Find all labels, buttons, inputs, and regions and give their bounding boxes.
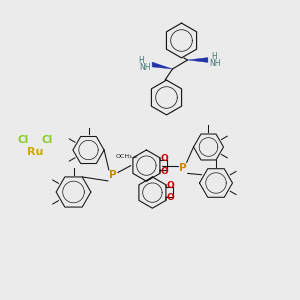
Polygon shape <box>188 58 208 62</box>
Text: Cl: Cl <box>41 135 53 146</box>
Text: NH: NH <box>210 58 221 68</box>
Text: H: H <box>139 56 145 65</box>
Text: Cl: Cl <box>17 135 29 146</box>
Text: O: O <box>160 167 168 176</box>
Text: NH: NH <box>140 63 151 72</box>
Text: OCH₃: OCH₃ <box>116 154 132 159</box>
Text: P: P <box>179 163 187 173</box>
Polygon shape <box>152 62 172 69</box>
Text: H: H <box>212 52 218 61</box>
Text: O: O <box>167 181 174 190</box>
Text: P: P <box>109 170 116 181</box>
Text: O: O <box>160 154 168 163</box>
Text: Ru: Ru <box>27 147 43 158</box>
Text: O: O <box>167 194 174 202</box>
